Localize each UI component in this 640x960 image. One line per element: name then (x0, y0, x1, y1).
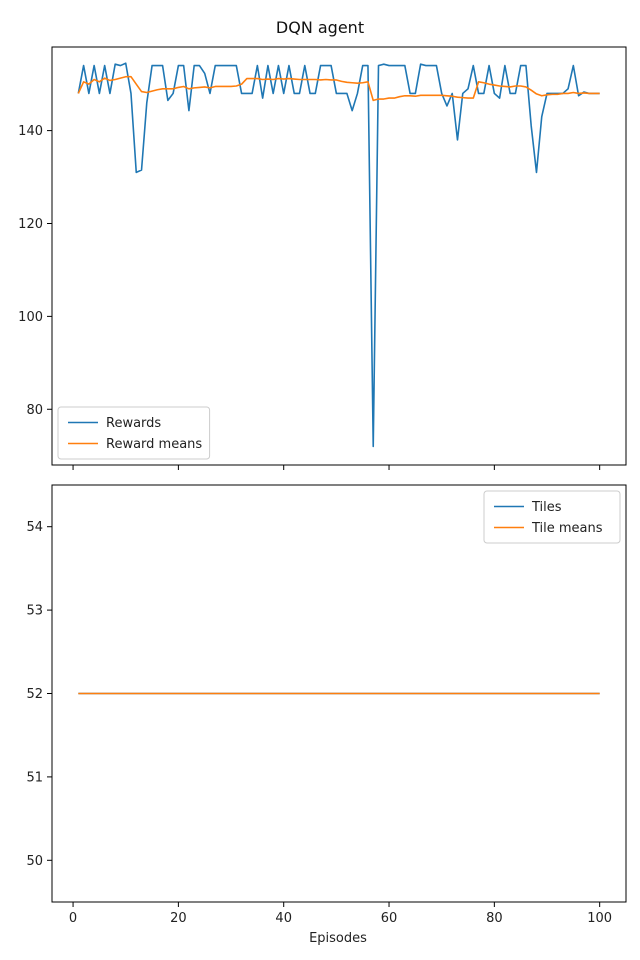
tiles-x-tick-label: 0 (69, 911, 77, 926)
tiles-legend: Tiles Tile means (483, 490, 621, 544)
tiles-axis-ticks: 0 20 40 60 80 100 50 51 52 53 54 (26, 520, 612, 926)
tiles-y-tick-label: 52 (26, 687, 43, 702)
tiles-y-tick-label: 50 (26, 854, 43, 869)
figure-title: DQN agent (276, 18, 364, 37)
rewards-axis-ticks: 80 100 120 140 (18, 124, 601, 470)
rewards-legend: Rewards Reward means (57, 406, 211, 460)
tiles-x-tick-label: 20 (170, 911, 187, 926)
tiles-legend-label: Tile means (531, 521, 603, 536)
rewards-y-tick-label: 140 (18, 124, 43, 139)
tiles-subplot: 0 20 40 60 80 100 50 51 52 53 54 Tiles Tile means (26, 484, 627, 926)
tiles-legend-label: Tiles (531, 500, 562, 515)
rewards-series-line-rewards (77, 62, 600, 448)
rewards-y-tick-label: 100 (18, 310, 43, 325)
tiles-y-tick-label: 53 (26, 604, 43, 619)
rewards-axes-frame (51, 46, 627, 466)
tiles-x-tick-label: 40 (275, 911, 292, 926)
rewards-y-tick-label: 120 (18, 217, 43, 232)
tiles-x-tick-label: 60 (381, 911, 398, 926)
rewards-legend-label: Rewards (106, 416, 161, 431)
tiles-y-tick-label: 54 (26, 520, 43, 535)
rewards-legend-box (57, 406, 211, 460)
tiles-y-tick-label: 51 (26, 770, 43, 785)
tiles-legend-box (483, 490, 621, 544)
rewards-subplot: 80 100 120 140 Rewards Reward means (18, 46, 627, 470)
rewards-y-tick-label: 80 (26, 403, 43, 418)
rewards-series-line-reward-means (77, 75, 600, 102)
x-axis-label: Episodes (309, 931, 367, 946)
rewards-legend-label: Reward means (106, 437, 202, 452)
rewards-plot-area (77, 62, 600, 448)
tiles-x-tick-label: 100 (587, 911, 612, 926)
tiles-x-tick-label: 80 (486, 911, 503, 926)
